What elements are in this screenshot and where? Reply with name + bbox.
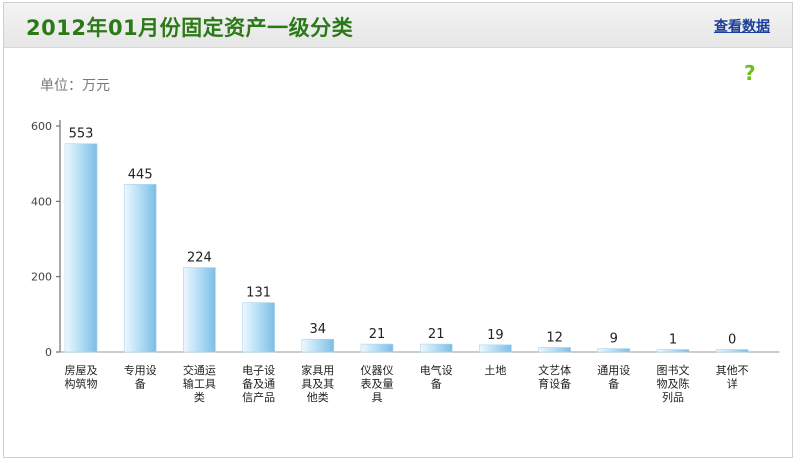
category-label: 土地 [484,364,506,377]
bar [123,184,157,353]
data-label: 21 [369,327,386,342]
category-label: 通用设 [597,364,630,377]
bar [597,348,631,353]
chart-title: 2012年01月份固定资产一级分类 [26,16,354,40]
y-tick-label: 400 [31,195,52,208]
category-label: 家具用 [301,363,334,377]
category-label: 备及通 [242,377,275,391]
data-label: 224 [187,251,212,266]
bar [656,349,690,353]
data-label: 21 [428,327,445,342]
category-label: 备 [431,377,442,391]
category-label: 专用设 [124,363,157,377]
category-label: 备 [608,377,619,391]
view-data-link[interactable]: 查看数据 [714,19,770,35]
bar [183,267,216,353]
chart-panel: 2012年01月份固定资产一级分类 查看数据 单位：万元 ? 0 200 400 60… [3,2,793,458]
category-label: 其他不 [716,364,749,377]
category-label: 电气设 [420,363,453,377]
data-label: 1 [669,333,677,348]
category-label: 备 [135,377,146,391]
category-label: 文艺体 [538,363,571,377]
category-label: 信产品 [242,390,275,404]
bar [419,343,453,353]
category-label: 育设备 [538,377,571,391]
bar [538,347,571,353]
category-label: 列品 [662,390,684,404]
category-label: 具 [372,391,383,404]
bar [242,302,275,353]
bar [301,338,335,353]
panel-header: 2012年01月份固定资产一级分类 查看数据 [4,3,792,48]
y-tick-label: 200 [31,271,52,284]
data-label: 12 [546,330,563,345]
category-label: 输工具 [183,377,216,391]
category-label: 交通运 [183,363,216,377]
data-label: 34 [310,322,327,337]
data-label: 131 [246,286,271,301]
help-icon[interactable]: ? [744,61,756,85]
data-label: 0 [728,333,736,348]
category-label: 类 [194,390,205,404]
category-label: 表及量 [361,377,394,391]
bar [715,349,749,353]
category-label: 电子设 [242,364,275,377]
data-label: 445 [128,167,153,182]
category-label: 仪器仪 [361,364,394,377]
data-label: 553 [69,127,94,142]
data-label: 9 [610,332,618,347]
category-label: 他类 [307,390,329,404]
y-tick-label: 0 [45,346,52,359]
category-label: 构筑物 [65,377,98,391]
category-label: 图书文 [657,363,690,377]
category-label: 物及陈 [657,377,690,391]
category-label: 房屋及 [65,364,98,377]
bar [360,343,394,353]
bar [64,143,98,353]
y-tick-label: 600 [31,120,52,133]
category-label: 详 [727,377,738,391]
bar [479,344,512,353]
unit-label: 单位：万元 [40,78,110,94]
data-label: 19 [487,328,504,343]
category-label: 具及其 [301,378,334,391]
